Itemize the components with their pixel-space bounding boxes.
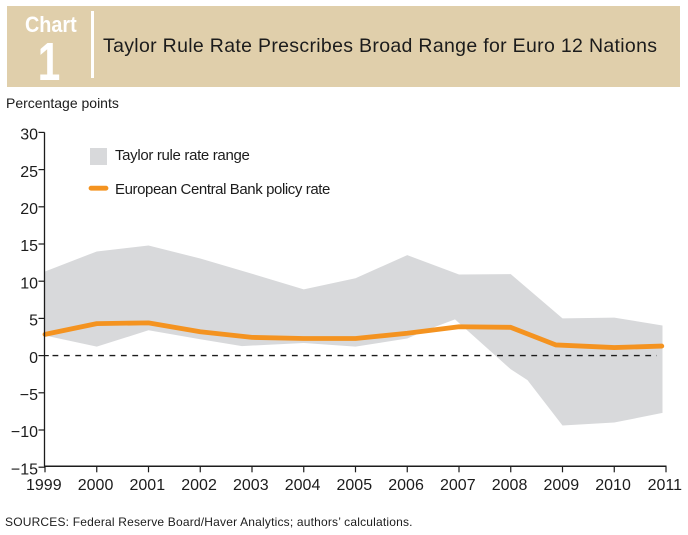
- svg-text:2000: 2000: [78, 477, 114, 494]
- svg-text:30: 30: [20, 127, 38, 144]
- svg-text:0: 0: [29, 350, 38, 367]
- svg-text:2005: 2005: [337, 477, 373, 494]
- svg-text:2008: 2008: [492, 477, 528, 494]
- svg-text:15: 15: [20, 238, 38, 255]
- svg-text:20: 20: [20, 201, 38, 218]
- svg-text:2001: 2001: [130, 477, 166, 494]
- svg-text:−10: −10: [11, 424, 38, 441]
- svg-text:10: 10: [20, 275, 38, 292]
- svg-text:−15: −15: [11, 461, 38, 478]
- svg-text:25: 25: [20, 164, 38, 181]
- svg-text:2003: 2003: [233, 477, 269, 494]
- svg-text:5: 5: [29, 313, 38, 330]
- svg-text:2010: 2010: [595, 477, 631, 494]
- svg-text:2002: 2002: [181, 477, 217, 494]
- svg-text:2006: 2006: [388, 477, 424, 494]
- svg-text:2009: 2009: [544, 477, 580, 494]
- svg-text:2011: 2011: [648, 477, 683, 494]
- svg-text:1999: 1999: [26, 477, 62, 494]
- svg-text:2007: 2007: [440, 477, 476, 494]
- svg-text:2004: 2004: [285, 477, 321, 494]
- svg-text:−5: −5: [20, 387, 38, 404]
